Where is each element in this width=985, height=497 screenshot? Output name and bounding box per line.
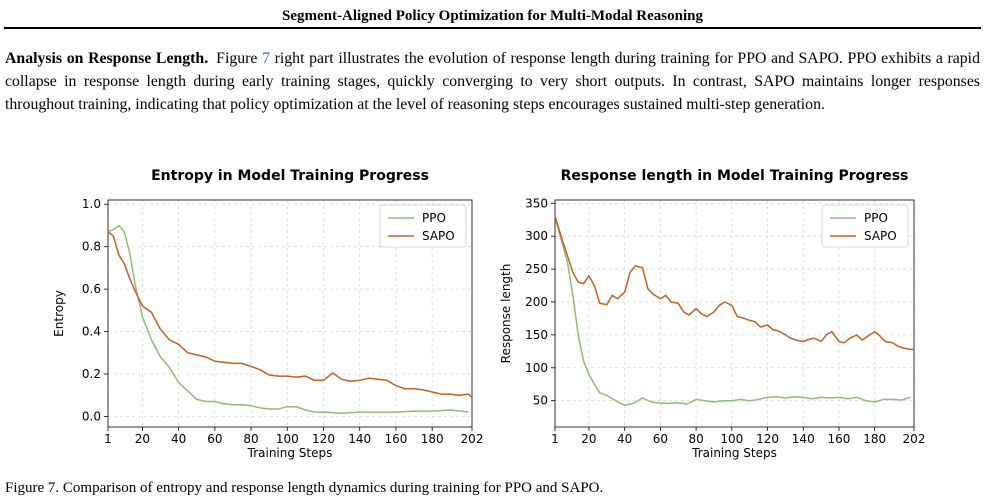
series-line-ppo xyxy=(554,216,911,407)
plot-frame xyxy=(554,199,915,428)
figure-caption: Figure 7. Comparison of entropy and resp… xyxy=(5,480,604,496)
series-line-ppo xyxy=(107,224,469,414)
x-tick-label: 120 xyxy=(312,432,335,446)
x-tick-label: 1 xyxy=(104,432,112,446)
plot-frame xyxy=(107,199,473,428)
y-axis-label: Entropy xyxy=(52,290,66,337)
running-header: Segment-Aligned Policy Optimization for … xyxy=(282,8,703,24)
x-tick-label: 40 xyxy=(171,432,186,446)
chart-title: Response length in Model Training Progre… xyxy=(561,168,909,184)
x-tick-label: 60 xyxy=(207,432,222,446)
chart-title: Entropy in Model Training Progress xyxy=(151,168,429,184)
y-tick-label: 100 xyxy=(525,361,548,375)
x-tick-label: 160 xyxy=(384,432,407,446)
y-tick-label: 0.0 xyxy=(82,409,101,423)
response-length-chart: Response length in Model Training Progre… xyxy=(499,168,925,460)
y-tick-label: 0.8 xyxy=(82,240,101,254)
legend-label-sapo: SAPO xyxy=(864,229,897,243)
y-tick-label: 150 xyxy=(525,328,548,342)
x-tick-label: 40 xyxy=(617,432,632,446)
series-line-sapo xyxy=(554,216,914,351)
header-rule xyxy=(4,27,981,29)
y-tick-label: 200 xyxy=(525,295,548,309)
x-axis-label: Training Steps xyxy=(691,446,777,460)
x-tick-label: 80 xyxy=(688,432,703,446)
legend-label-ppo: PPO xyxy=(422,211,446,225)
y-tick-label: 0.2 xyxy=(82,367,101,381)
x-tick-label: 1 xyxy=(551,432,559,446)
x-tick-label: 202 xyxy=(461,432,484,446)
analysis-paragraph: Analysis on Response Length. Figure 7 rig… xyxy=(5,47,980,116)
y-tick-label: 300 xyxy=(525,229,548,243)
series-line-sapo xyxy=(107,231,473,398)
y-tick-label: 250 xyxy=(525,262,548,276)
paragraph-body: right part illustrates the evolution of … xyxy=(5,50,980,113)
y-tick-label: 0.4 xyxy=(82,325,101,339)
y-tick-label: 0.6 xyxy=(82,282,101,296)
x-tick-label: 140 xyxy=(348,432,371,446)
x-tick-label: 80 xyxy=(243,432,258,446)
x-axis-label: Training Steps xyxy=(247,446,333,460)
paragraph-pre-ref: Figure xyxy=(216,50,263,67)
x-tick-label: 140 xyxy=(792,432,815,446)
legend-label-ppo: PPO xyxy=(864,211,888,225)
y-tick-label: 1.0 xyxy=(82,197,101,211)
x-tick-label: 202 xyxy=(903,432,926,446)
figure-ref-link[interactable]: 7 xyxy=(262,50,270,67)
y-tick-label: 50 xyxy=(533,394,548,408)
x-tick-label: 20 xyxy=(135,432,150,446)
x-tick-label: 60 xyxy=(653,432,668,446)
x-tick-label: 20 xyxy=(581,432,596,446)
x-tick-label: 100 xyxy=(276,432,299,446)
x-tick-label: 160 xyxy=(828,432,851,446)
x-tick-label: 180 xyxy=(421,432,444,446)
y-axis-label: Response length xyxy=(499,264,513,364)
x-tick-label: 100 xyxy=(720,432,743,446)
paragraph-heading: Analysis on Response Length. xyxy=(5,50,209,67)
x-tick-label: 180 xyxy=(863,432,886,446)
y-tick-label: 350 xyxy=(525,196,548,210)
x-tick-label: 120 xyxy=(756,432,779,446)
legend-label-sapo: SAPO xyxy=(422,229,455,243)
